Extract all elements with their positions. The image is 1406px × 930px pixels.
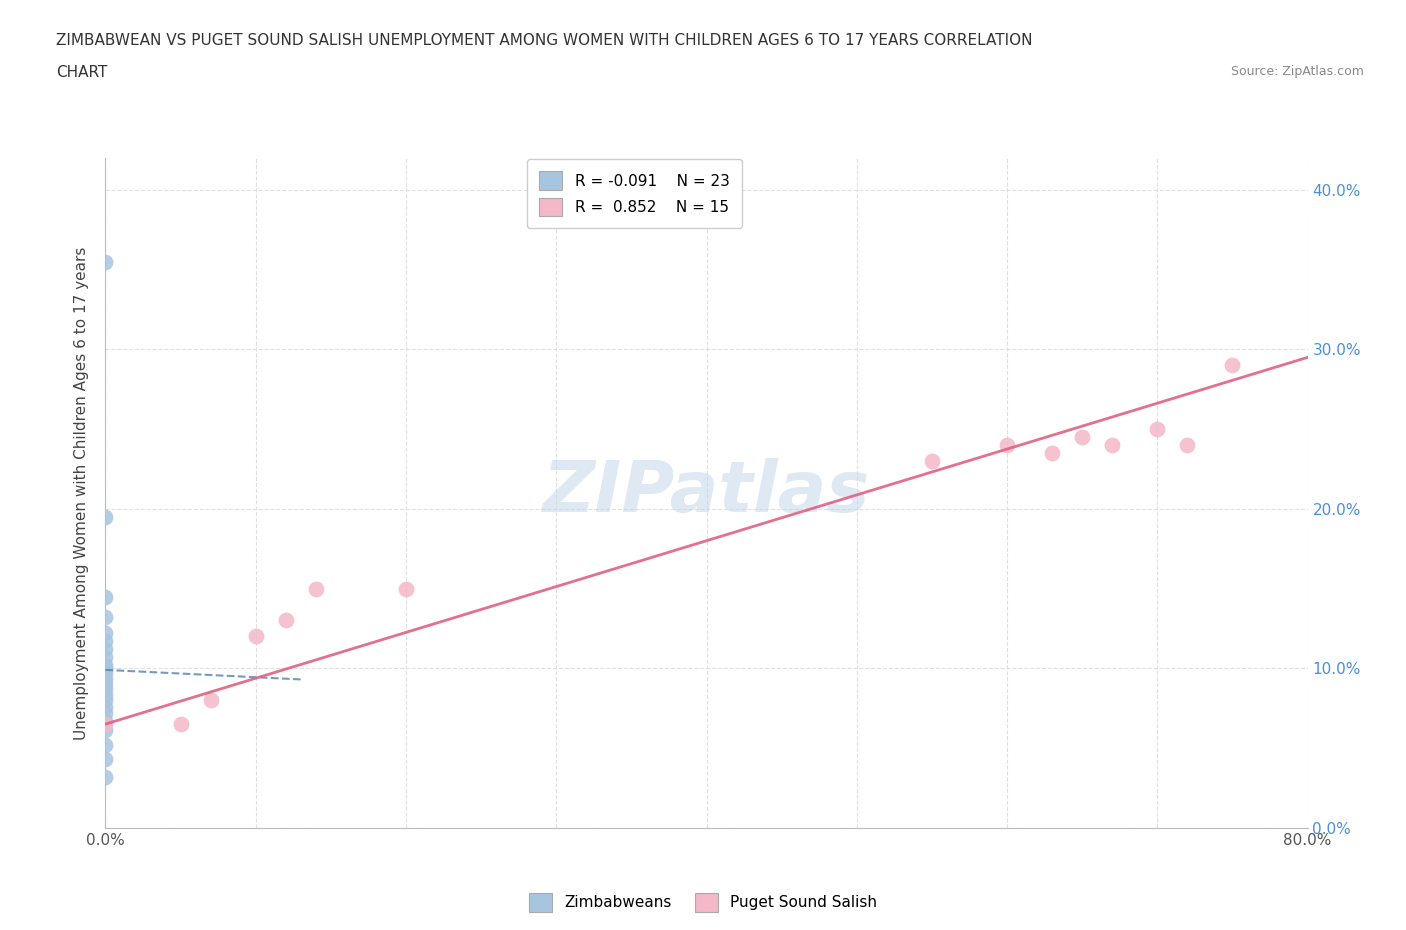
Point xyxy=(1222,358,1244,373)
Point xyxy=(94,737,117,752)
Text: ZIMBABWEAN VS PUGET SOUND SALISH UNEMPLOYMENT AMONG WOMEN WITH CHILDREN AGES 6 T: ZIMBABWEAN VS PUGET SOUND SALISH UNEMPLO… xyxy=(56,33,1033,47)
Point xyxy=(305,581,328,596)
Point xyxy=(94,661,117,676)
Point xyxy=(94,769,117,784)
Point xyxy=(1175,438,1198,453)
Text: ZIPatlas: ZIPatlas xyxy=(543,458,870,527)
Point xyxy=(94,254,117,269)
Point xyxy=(94,706,117,721)
Point xyxy=(200,693,222,708)
Point xyxy=(94,699,117,714)
Point xyxy=(1040,445,1063,460)
Point xyxy=(921,454,943,469)
Point xyxy=(94,658,117,672)
Point xyxy=(94,510,117,525)
Point xyxy=(395,581,418,596)
Point xyxy=(94,633,117,648)
Point xyxy=(94,642,117,657)
Point xyxy=(1071,430,1094,445)
Point xyxy=(274,613,297,628)
Legend: R = -0.091    N = 23, R =  0.852    N = 15: R = -0.091 N = 23, R = 0.852 N = 15 xyxy=(527,159,741,229)
Point xyxy=(169,717,191,732)
Point xyxy=(94,751,117,766)
Point xyxy=(94,717,117,732)
Point xyxy=(94,626,117,641)
Text: CHART: CHART xyxy=(56,65,108,80)
Point xyxy=(94,677,117,692)
Point xyxy=(1146,421,1168,436)
Point xyxy=(94,610,117,625)
Point xyxy=(94,682,117,697)
Point xyxy=(94,688,117,703)
Point xyxy=(245,629,267,644)
Point xyxy=(94,672,117,687)
Point xyxy=(94,589,117,604)
Point xyxy=(94,713,117,728)
Point xyxy=(1101,438,1123,453)
Y-axis label: Unemployment Among Women with Children Ages 6 to 17 years: Unemployment Among Women with Children A… xyxy=(75,246,90,739)
Text: Source: ZipAtlas.com: Source: ZipAtlas.com xyxy=(1230,65,1364,78)
Point xyxy=(94,693,117,708)
Point xyxy=(995,438,1018,453)
Point xyxy=(94,666,117,681)
Legend: Zimbabweans, Puget Sound Salish: Zimbabweans, Puget Sound Salish xyxy=(523,887,883,918)
Point xyxy=(94,723,117,737)
Point xyxy=(94,650,117,665)
